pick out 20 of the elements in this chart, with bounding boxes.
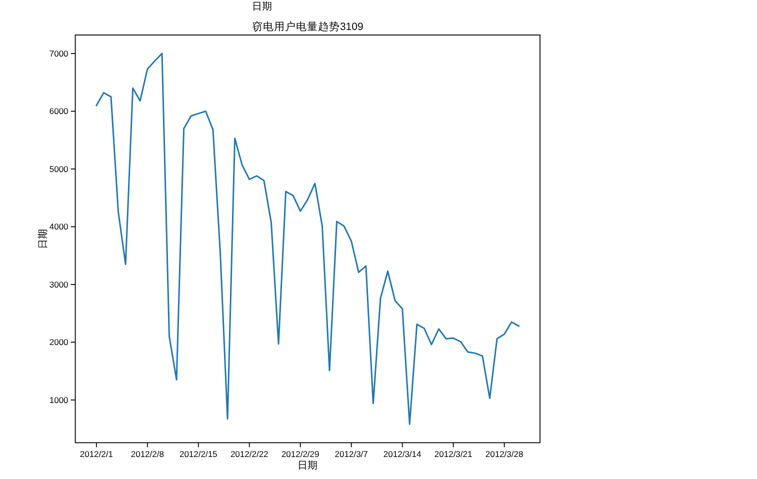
x-tick-label: 2012/3/14 [383, 449, 422, 460]
y-tick-label: 5000 [49, 164, 69, 174]
x-tick-label: 2012/3/28 [485, 449, 524, 460]
title: 窃电用户电量趋势3109 [252, 21, 364, 33]
y-tick-label: 7000 [49, 48, 69, 58]
ylabel: 日期 [38, 228, 49, 249]
y-tick-label: 4000 [49, 222, 69, 232]
xlabel: 日期 [298, 460, 318, 472]
x-tick-label: 2012/2/29 [281, 449, 320, 460]
y-tick-label: 1000 [49, 394, 69, 405]
y-tick-label: 2000 [49, 337, 69, 348]
x-tick-label: 2012/2/8 [130, 449, 164, 460]
x-tick-label: 2012/2/15 [179, 449, 218, 460]
y-tick-label: 3000 [49, 279, 69, 290]
x-tick-label: 2012/3/7 [334, 449, 368, 460]
x-tick-label: 2012/2/22 [230, 449, 269, 460]
x-tick-label: 2012/3/21 [434, 449, 472, 460]
annotation: 日期 [252, 2, 272, 12]
y-tick-label: 6000 [49, 106, 69, 116]
x-tick-label: 2012/2/1 [80, 449, 114, 460]
